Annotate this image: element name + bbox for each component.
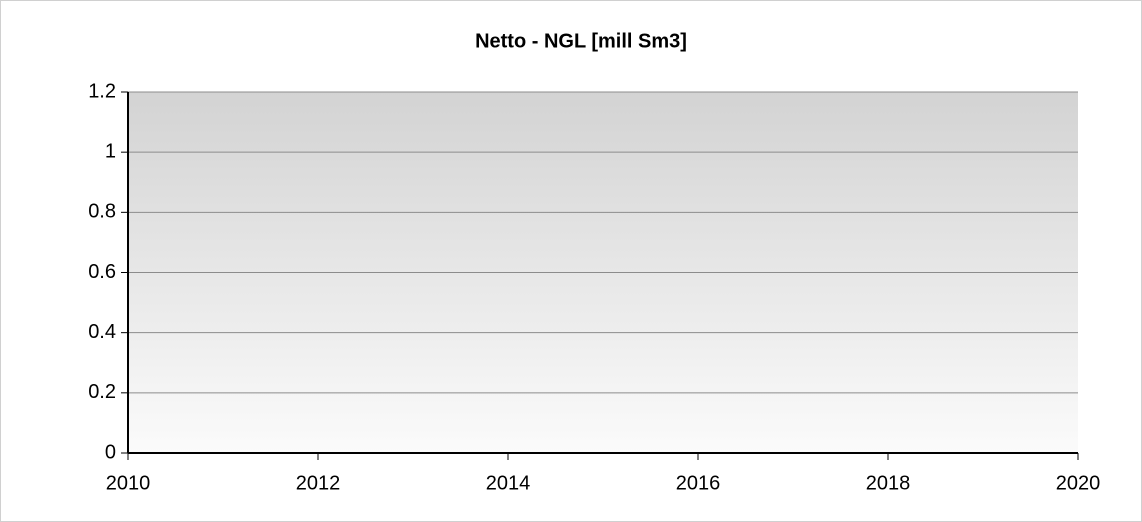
chart-title: Netto - NGL [mill Sm3] — [475, 30, 687, 52]
y-tick-label: 0 — [105, 441, 116, 463]
y-tick-label: 0.2 — [88, 381, 116, 403]
x-tick-label: 2016 — [676, 472, 721, 494]
x-tick-label: 2012 — [296, 472, 341, 494]
x-tick-label: 2020 — [1056, 472, 1101, 494]
y-tick-label: 0.8 — [88, 201, 116, 223]
x-tick-label: 2010 — [106, 472, 151, 494]
x-tick-label: 2014 — [486, 472, 531, 494]
x-tick-label: 2018 — [866, 472, 911, 494]
y-tick-label: 1 — [105, 140, 116, 162]
y-tick-label: 1.2 — [88, 80, 116, 102]
y-tick-label: 0.4 — [88, 321, 116, 343]
y-tick-label: 0.6 — [88, 261, 116, 283]
